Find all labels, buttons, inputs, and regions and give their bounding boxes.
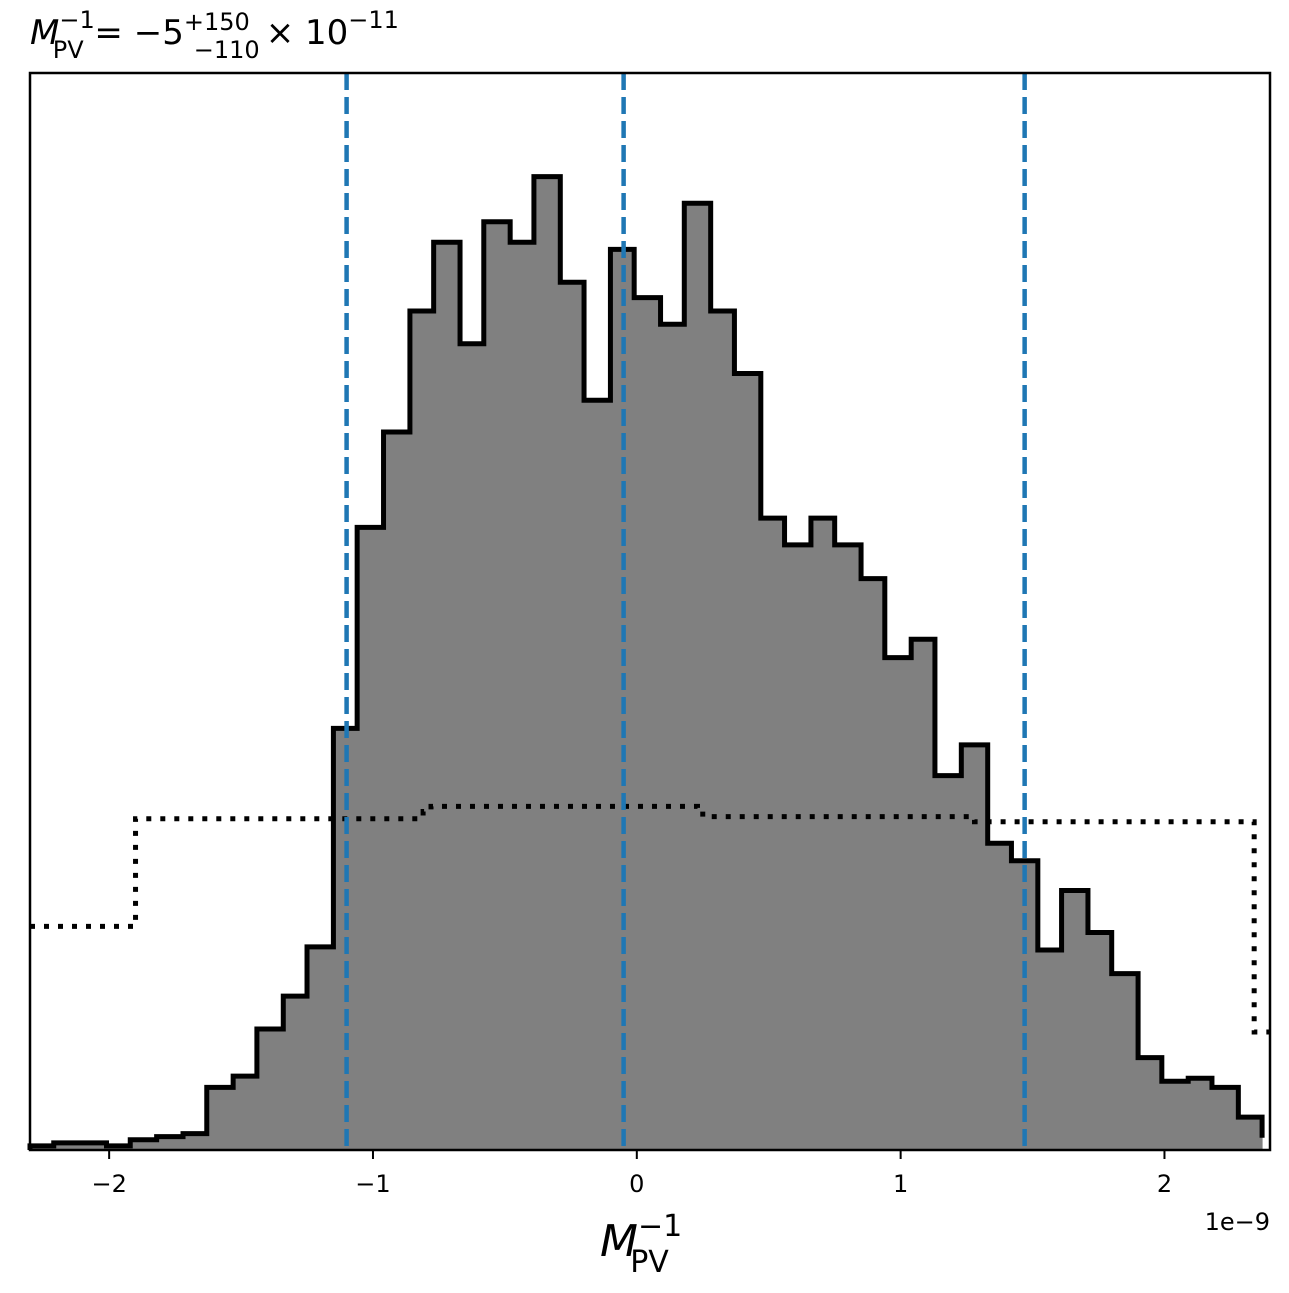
histogram-bin <box>283 996 308 1150</box>
histogram-bin <box>911 639 936 1150</box>
histogram-bin <box>634 297 662 1150</box>
histogram-bin <box>53 1142 81 1150</box>
histogram-bin <box>584 400 611 1150</box>
plot-area <box>27 71 1272 1152</box>
title-multiplier: × 10 <box>266 13 349 53</box>
title-subscript: PV <box>53 36 84 64</box>
histogram-bin <box>684 203 712 1150</box>
histogram-bin <box>483 221 511 1150</box>
histogram-bin <box>660 324 685 1150</box>
histogram-bin <box>357 527 385 1150</box>
title-superscript: −1 <box>59 6 94 34</box>
histogram-outline <box>27 174 1265 1150</box>
histogram-bin <box>1238 1117 1263 1150</box>
title-exponent: −11 <box>348 6 399 34</box>
histogram-bin <box>834 544 862 1150</box>
histogram-bin <box>784 544 812 1150</box>
title-equals: = −5 <box>84 13 184 53</box>
histogram-bins <box>30 176 1263 1151</box>
histogram-bin <box>861 578 886 1150</box>
histogram-bin <box>560 282 585 1150</box>
histogram-bin <box>409 310 435 1151</box>
histogram-bin <box>460 343 485 1150</box>
histogram-bin <box>760 518 786 1150</box>
histogram-bin <box>710 310 735 1151</box>
x-tick-label: 1 <box>893 1170 908 1198</box>
histogram-bin <box>383 432 411 1150</box>
histogram-bin <box>130 1139 158 1150</box>
credible-interval-lines <box>344 73 1027 1150</box>
title-upper-error: +150 <box>184 8 250 36</box>
histogram-bin <box>80 1142 108 1150</box>
plot-frame <box>28 71 1272 1152</box>
dotted-step-line <box>30 803 1270 1035</box>
histogram-bin <box>1087 932 1113 1150</box>
x-tick-label: −1 <box>355 1170 390 1198</box>
histogram-bin <box>1211 1087 1239 1150</box>
xlabel-superscript: −1 <box>638 1209 682 1244</box>
histogram-bin <box>961 744 989 1150</box>
x-axis: −2 −1 0 1 2 <box>91 1150 1172 1198</box>
histogram-bin <box>1161 1081 1189 1150</box>
histogram-bin <box>533 176 561 1150</box>
chart-title: M−1 PV = −5+150 −110 × 10−11 <box>30 6 399 64</box>
x-axis-label: M−1 PV <box>600 1209 682 1280</box>
x-offset-label: 1e−9 <box>1205 1208 1270 1236</box>
histogram-bin <box>734 373 762 1150</box>
xlabel-subscript: PV <box>630 1245 669 1280</box>
title-symbol: M <box>30 13 59 53</box>
histogram-bin <box>1061 890 1089 1150</box>
histogram-bin <box>433 242 461 1150</box>
histogram-bin <box>183 1133 208 1150</box>
histogram-bin <box>1138 1057 1163 1150</box>
xlabel-symbol: M <box>600 1216 638 1267</box>
histogram-bin <box>1111 973 1139 1150</box>
histogram-bin <box>1037 949 1063 1150</box>
x-tick-label: 2 <box>1157 1170 1172 1198</box>
histogram-bin <box>233 1076 258 1150</box>
histogram-bin <box>987 843 1012 1150</box>
histogram-bin <box>206 1087 234 1150</box>
histogram-bin <box>510 242 535 1150</box>
histogram-bin <box>156 1136 184 1150</box>
x-tick-label: 0 <box>629 1170 644 1198</box>
histogram-bin <box>934 775 962 1150</box>
title-lower-error: −110 <box>194 36 260 64</box>
histogram-bin <box>810 518 836 1150</box>
x-tick-label: −2 <box>91 1170 126 1198</box>
histogram-bin <box>256 1028 284 1150</box>
histogram-bin <box>1011 860 1039 1150</box>
histogram-bin <box>1188 1078 1213 1150</box>
histogram-bin <box>884 657 912 1150</box>
histogram-bin <box>307 946 334 1150</box>
